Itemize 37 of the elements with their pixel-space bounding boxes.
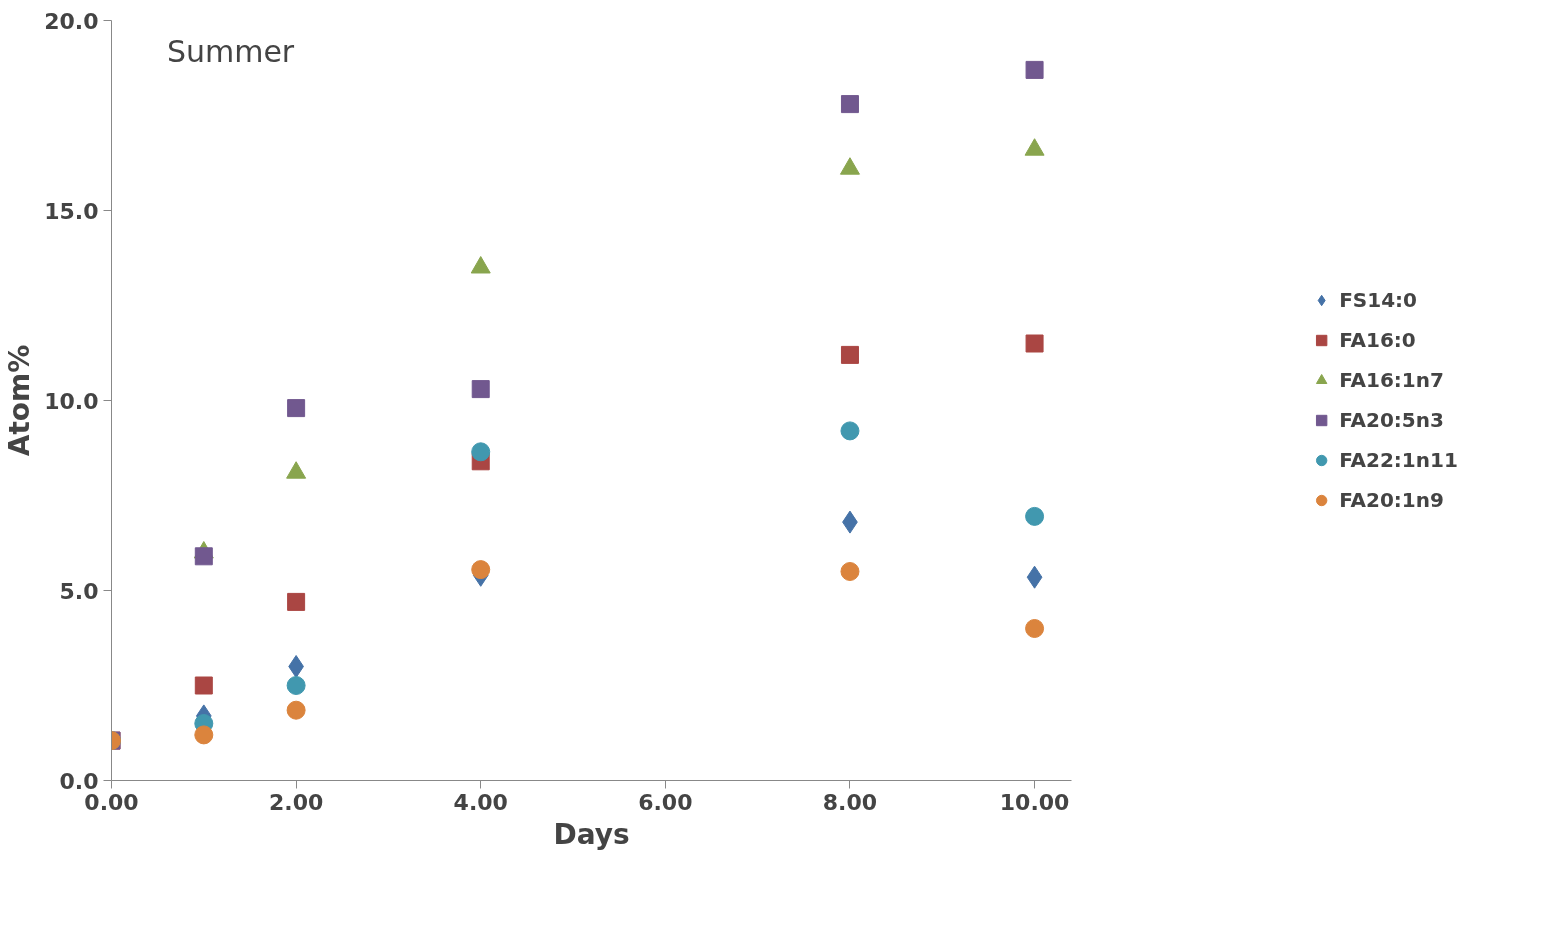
point — [840, 95, 859, 114]
point — [840, 345, 859, 364]
legend-label: FS14:0 — [1339, 288, 1417, 312]
legend-label: FA20:5n3 — [1339, 408, 1444, 432]
point — [194, 547, 213, 566]
point — [287, 592, 306, 611]
x-tick-label: 2.00 — [268, 789, 324, 815]
legend-label: FA22:1n11 — [1339, 448, 1458, 472]
y-axis-title: Atom% — [3, 344, 37, 457]
point — [1026, 565, 1043, 589]
point — [471, 380, 490, 399]
legend-label: FA16:1n7 — [1339, 368, 1444, 392]
x-axis-title: Days — [553, 817, 630, 851]
y-tick-label: 15.0 — [44, 198, 99, 224]
x-tick-label: 10.00 — [999, 789, 1070, 815]
point — [840, 562, 860, 581]
x-tick-label: 6.00 — [638, 789, 693, 815]
point — [194, 725, 214, 745]
point — [1025, 334, 1044, 353]
point — [1025, 619, 1045, 638]
point — [287, 399, 306, 418]
point — [471, 560, 491, 580]
legend-label: FA16:0 — [1339, 328, 1416, 352]
point — [194, 676, 213, 695]
y-tick-label: 5.0 — [59, 578, 99, 604]
point — [286, 676, 306, 695]
legend-label: FA20:1n9 — [1339, 488, 1444, 512]
point — [1025, 506, 1045, 526]
point — [471, 442, 491, 462]
y-tick-label: 20.0 — [44, 8, 99, 34]
x-tick-label: 4.00 — [453, 789, 508, 815]
y-tick-label: 10.0 — [44, 388, 99, 414]
x-tick-label: 8.00 — [822, 789, 878, 815]
point — [840, 421, 860, 441]
point — [1025, 60, 1044, 79]
text: Summer — [166, 33, 295, 69]
point — [286, 700, 306, 720]
